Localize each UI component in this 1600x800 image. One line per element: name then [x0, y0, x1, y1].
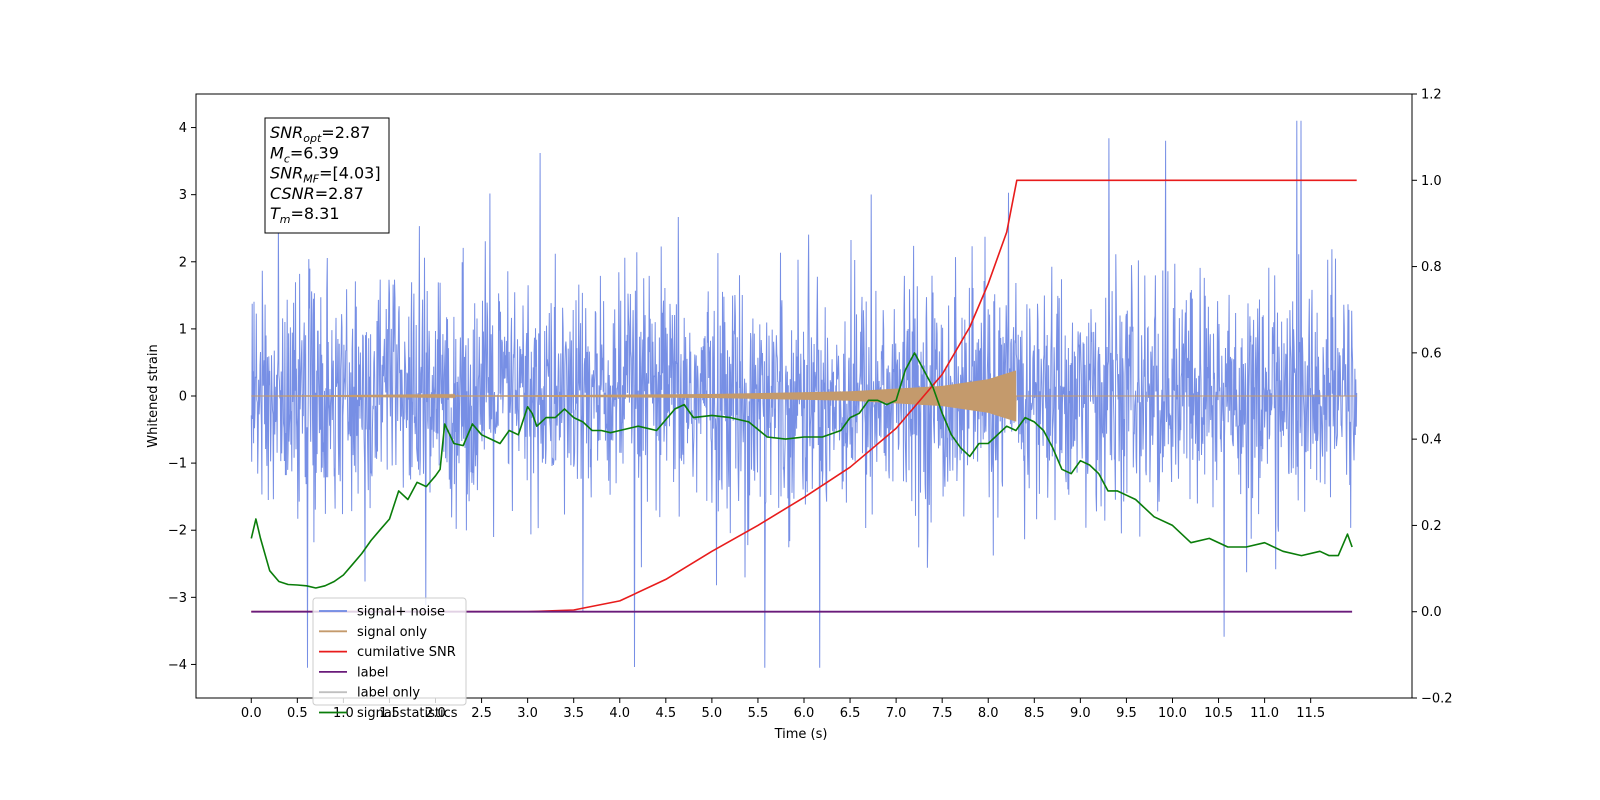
y2-tick-label: 0.0	[1421, 605, 1442, 620]
legend-frame	[312, 597, 467, 706]
x-tick-label: 4.0	[609, 706, 630, 721]
x-axis: 0.0 0.5 1.0 1.5 2.0 2.5 3.0 3.5 4.0 4.5 5.0 5.5 6.0 6…	[241, 698, 1325, 721]
annotation-line: Mc=6.39	[270, 143, 339, 165]
y-tick-label: 0	[179, 390, 187, 405]
x-tick-label: 2.0	[425, 706, 446, 721]
x-tick-label: 1.0	[333, 706, 354, 721]
y2-tick-label: 1.2	[1421, 88, 1442, 103]
x-tick-label: 11.0	[1250, 706, 1279, 721]
x-tick-label: 11.5	[1296, 706, 1325, 721]
x-tick-label: 1.5	[379, 706, 400, 721]
y-tick-label: −4	[168, 658, 187, 673]
legend-label: signal only	[357, 625, 427, 640]
annotation-box: SNRopt=2.87Mc=6.39SNRMF=[4.03]CSNR=2.87T…	[264, 117, 390, 234]
x-tick-label: 7.5	[932, 706, 953, 721]
annotation-variable: M	[270, 143, 284, 162]
annotation-frame	[264, 117, 390, 234]
series-signal-noise-line	[250, 120, 1358, 668]
y-tick-label: −2	[168, 524, 187, 539]
y-tick-label: 2	[179, 255, 187, 270]
x-tick-label: 9.0	[1070, 706, 1091, 721]
series-layer	[250, 120, 1358, 668]
y-tick-label: 1	[179, 322, 187, 337]
annotation-variable: T	[270, 204, 281, 223]
x-tick-label: 4.5	[655, 706, 676, 721]
annotation-subscript: MF	[303, 173, 319, 186]
annotation-line: Tm=8.31	[270, 204, 340, 226]
y2-tick-label: −0.2	[1421, 692, 1453, 707]
y2-tick-label: 0.2	[1421, 519, 1442, 534]
x-tick-label: 3.0	[517, 706, 538, 721]
x-tick-label: 0.0	[241, 706, 262, 721]
x-tick-label: 8.0	[978, 706, 999, 721]
annotation-value: =8.31	[291, 204, 340, 223]
annotation-value: =[4.03]	[319, 164, 381, 183]
annotation-line: CSNR=2.87	[270, 184, 364, 203]
y-tick-label: −3	[168, 591, 187, 606]
y2-tick-label: 1.0	[1421, 174, 1442, 189]
x-axis-title: Time (s)	[774, 727, 828, 742]
annotation-subscript: c	[284, 152, 290, 165]
y-axis-right: 1.2 1.0 0.8 0.6 0.4 0.2 0.0 −0.2	[1412, 88, 1453, 707]
annotation-variable: SNR	[270, 164, 303, 183]
y-tick-label: −1	[168, 457, 187, 472]
y2-tick-label: 0.6	[1421, 346, 1442, 361]
annotation-line: SNRMF=[4.03]	[270, 164, 381, 186]
annotation-value: =6.39	[290, 143, 339, 162]
annotation-subscript: m	[280, 213, 291, 226]
series-cumulative-snr-line	[251, 179, 1357, 613]
legend-label: signal statistics	[357, 706, 458, 721]
x-tick-label: 0.5	[287, 706, 308, 721]
x-tick-label: 5.0	[702, 706, 723, 721]
legend: signal+ noise signal only cumilative SNR la…	[312, 597, 467, 721]
y-axis-left: 4 3 2 1 0 −1 −2 −3 −4	[168, 121, 196, 673]
x-tick-label: 6.0	[794, 706, 815, 721]
series-signal-statistics-line	[250, 352, 1353, 589]
x-tick-label: 10.5	[1204, 706, 1233, 721]
x-tick-label: 7.0	[886, 706, 907, 721]
x-tick-label: 8.5	[1024, 706, 1045, 721]
y-tick-label: 4	[179, 121, 187, 136]
y2-tick-label: 0.4	[1421, 433, 1442, 448]
x-tick-label: 10.0	[1158, 706, 1187, 721]
y-axis-title: Whitened strain	[146, 344, 161, 447]
legend-label: label	[357, 665, 388, 680]
legend-label: signal+ noise	[357, 605, 445, 620]
annotation-line: SNRopt=2.87	[270, 123, 370, 145]
series-signal-only-line	[251, 370, 1357, 422]
y2-tick-label: 0.8	[1421, 260, 1442, 275]
x-tick-label: 6.5	[840, 706, 861, 721]
annotation-variable: CSNR	[270, 184, 315, 203]
x-tick-label: 9.5	[1116, 706, 1137, 721]
annotation-variable: SNR	[270, 123, 303, 142]
annotation-subscript: opt	[303, 132, 322, 145]
x-tick-label: 5.5	[748, 706, 769, 721]
x-tick-label: 2.5	[471, 706, 492, 721]
legend-label: label only	[357, 686, 420, 701]
legend-label: cumilative SNR	[357, 645, 456, 660]
annotation-value: =2.87	[315, 184, 364, 203]
annotation-value: =2.87	[321, 123, 370, 142]
y-tick-label: 3	[179, 188, 187, 203]
x-tick-label: 3.5	[563, 706, 584, 721]
